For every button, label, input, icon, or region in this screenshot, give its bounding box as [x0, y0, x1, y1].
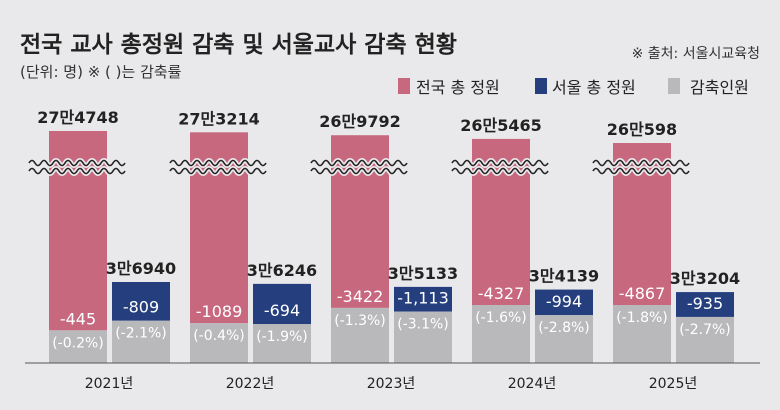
axis-break-wave: [592, 167, 690, 175]
bar-seoul: [112, 282, 170, 321]
x-tick-label: 2022년: [226, 376, 275, 392]
label-national-total: 27만3214: [178, 109, 260, 128]
bar-seoul: [394, 286, 452, 312]
axis-break-wave: [28, 159, 126, 167]
label-seoul-total: 3만4139: [529, 267, 599, 286]
label-national-rate: (-1.6%): [475, 310, 527, 326]
axis-break-wave: [451, 167, 549, 175]
bar-national-reduction: [613, 305, 671, 363]
label-national-rate: (-0.2%): [52, 335, 104, 351]
label-seoul-reduction: -994: [546, 292, 582, 311]
label-seoul-rate: (-1.9%): [256, 329, 308, 345]
x-axis: 2021년 2022년 2023년 2024년 2025년: [85, 376, 698, 392]
chart-title: 전국 교사 총정원 감축 및 서울교사 감축 현황: [20, 32, 457, 58]
label-national-rate: (-1.3%): [334, 313, 386, 329]
legend-swatch-reduction: [668, 78, 680, 94]
label-national-total: 26만9792: [319, 112, 401, 131]
label-seoul-total: 3만3204: [670, 269, 740, 288]
bar-group: 27만3214 -1089 (-0.4%) 3만6246 -694 (-1.9%): [167, 109, 317, 363]
axis-break-wave: [310, 159, 408, 167]
bar-seoul-reduction: [394, 311, 452, 363]
label-national-reduction: -445: [60, 309, 96, 328]
bar-group: 26만5465 -4327 (-1.6%) 3만4139 -994 (-2.8%): [449, 116, 599, 363]
label-national-total: 26만5465: [460, 116, 542, 135]
bar-national-reduction: [331, 307, 389, 363]
bar-seoul: [535, 289, 593, 316]
bar-seoul-reduction: [112, 320, 170, 363]
label-seoul-rate: (-3.1%): [397, 317, 449, 333]
label-national-reduction: -1089: [196, 302, 243, 321]
bar-national-reduction: [49, 330, 107, 363]
label-seoul-reduction: -694: [264, 301, 300, 320]
label-national-rate: (-0.4%): [193, 328, 245, 344]
label-national-total: 27만4748: [37, 108, 119, 127]
legend-label-national: 전국 총 정원: [416, 78, 500, 97]
bar-seoul-reduction: [676, 316, 734, 363]
label-seoul-total: 3만6940: [106, 259, 176, 278]
label-seoul-total: 3만6246: [247, 261, 317, 280]
x-tick-label: 2021년: [85, 376, 134, 392]
axis-break-wave: [451, 159, 549, 167]
bar-group: 26만9792 -3422 (-1.3%) 3만5133 -1,113 (-3.1%): [308, 112, 458, 363]
bars: 27만4748-445(-0.2%)3만6940-809(-2.1%)27만32…: [26, 108, 740, 363]
bar-national-reduction: [190, 323, 248, 363]
source-note: ※ 출처: 서울시교육청: [632, 46, 760, 62]
label-national-reduction: -4327: [478, 284, 525, 303]
label-seoul-rate: (-2.7%): [679, 322, 731, 338]
chart-subtitle: (단위: 명) ※ ( )는 감축률: [20, 63, 182, 81]
bar-seoul-reduction: [535, 315, 593, 363]
label-national-reduction: -3422: [337, 287, 384, 306]
bar-group: 27만4748 -445 (-0.2%) 3만6940 -809 (-2.1%): [26, 108, 176, 363]
bar-seoul-reduction: [253, 324, 311, 363]
axis-break-wave: [310, 167, 408, 175]
label-seoul-rate: (-2.1%): [115, 326, 167, 342]
bar-seoul: [253, 283, 311, 325]
axis-break-wave: [592, 159, 690, 167]
axis-break-wave: [169, 159, 267, 167]
legend: 전국 총 정원 서울 총 정원 감축인원: [398, 78, 749, 97]
legend-label-seoul: 서울 총 정원: [552, 78, 636, 97]
axis-break-wave: [28, 167, 126, 175]
legend-swatch-seoul: [535, 78, 547, 94]
label-national-rate: (-1.8%): [616, 310, 668, 326]
legend-swatch-national: [398, 78, 410, 94]
bar-seoul: [676, 292, 734, 317]
bar-national-reduction: [472, 305, 530, 363]
x-tick-label: 2024년: [508, 376, 557, 392]
label-seoul-reduction: -809: [123, 298, 159, 317]
label-seoul-reduction: -935: [687, 294, 723, 313]
legend-label-reduction: 감축인원: [690, 78, 749, 97]
label-seoul-total: 3만5133: [388, 264, 458, 283]
axis-break-wave: [169, 167, 267, 175]
label-national-reduction: -4867: [619, 284, 666, 303]
x-tick-label: 2023년: [367, 376, 416, 392]
x-tick-label: 2025년: [649, 376, 698, 392]
label-national-total: 26만598: [607, 120, 677, 139]
label-seoul-rate: (-2.8%): [538, 320, 590, 336]
label-seoul-reduction: -1,113: [397, 289, 449, 308]
bar-group: 26만598 -4867 (-1.8%) 3만3204 -935 (-2.7%): [590, 120, 740, 363]
